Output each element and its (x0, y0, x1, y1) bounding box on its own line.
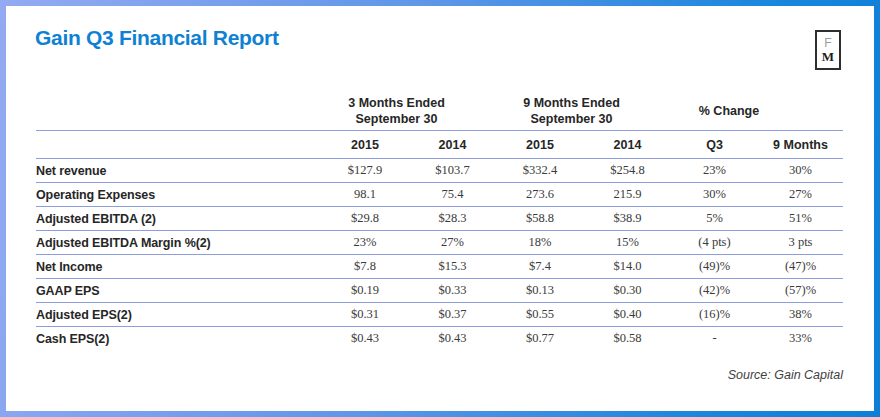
col-group-9-months-line2: September 30 (496, 111, 647, 127)
cell-value: 23% (321, 235, 409, 250)
cell-value: 75.4 (409, 187, 496, 202)
page-title: Gain Q3 Financial Report (35, 26, 279, 50)
column-header-2014-9mo: 2014 (584, 138, 671, 152)
cell-value: 51% (758, 211, 843, 226)
cell-value: $28.3 (409, 211, 496, 226)
cell-value: $0.55 (496, 307, 584, 322)
cell-value: 215.9 (584, 187, 671, 202)
cell-value: - (671, 331, 758, 346)
cell-value: $15.3 (409, 259, 496, 274)
cell-value: $58.8 (496, 211, 584, 226)
cell-value: 30% (758, 163, 843, 178)
col-group-3-months-line2: September 30 (321, 111, 472, 127)
cell-value: 98.1 (321, 187, 409, 202)
report-page: Gain Q3 Financial Report F M 3 Months En… (6, 6, 874, 411)
cell-value: $0.13 (496, 283, 584, 298)
fm-logo-letter-f: F (824, 37, 831, 49)
cell-value: 27% (409, 235, 496, 250)
table-row-cash-eps: Cash EPS(2) $0.43 $0.43 $0.77 $0.58 - 33… (36, 327, 843, 350)
row-label: Operating Expenses (36, 188, 321, 202)
column-header-2014-q3: 2014 (409, 138, 496, 152)
cell-value: $332.4 (496, 163, 584, 178)
cell-value: 27% (758, 187, 843, 202)
cell-value: $38.9 (584, 211, 671, 226)
cell-value: 38% (758, 307, 843, 322)
table-row-adjusted-ebitda: Adjusted EBITDA (2) $29.8 $28.3 $58.8 $3… (36, 207, 843, 231)
row-label: Adjusted EBITDA Margin %(2) (36, 236, 321, 250)
cell-value: $127.9 (321, 163, 409, 178)
row-label: Net Income (36, 260, 321, 274)
cell-value: (16)% (671, 307, 758, 322)
cell-value: $14.0 (584, 259, 671, 274)
cell-value: $0.77 (496, 331, 584, 346)
col-group-9-months: 9 Months Ended September 30 (496, 95, 671, 128)
cell-value: 273.6 (496, 187, 584, 202)
cell-value: (47)% (758, 259, 843, 274)
fm-logo: F M (815, 30, 841, 70)
cell-value: $7.4 (496, 259, 584, 274)
cell-value: (57)% (758, 283, 843, 298)
cell-value: $0.19 (321, 283, 409, 298)
table-row-net-revenue: Net revenue $127.9 $103.7 $332.4 $254.8 … (36, 159, 843, 183)
cell-value: $0.43 (409, 331, 496, 346)
col-group-pct-change: % Change (671, 103, 843, 119)
cell-value: (42)% (671, 283, 758, 298)
row-label: Adjusted EPS(2) (36, 308, 321, 322)
cell-value: $254.8 (584, 163, 671, 178)
row-label: Adjusted EBITDA (2) (36, 212, 321, 226)
column-header-q3-change: Q3 (671, 138, 758, 152)
cell-value: (49)% (671, 259, 758, 274)
row-label: GAAP EPS (36, 284, 321, 298)
row-label: Net revenue (36, 164, 321, 178)
table-row-gaap-eps: GAAP EPS $0.19 $0.33 $0.13 $0.30 (42)% (… (36, 279, 843, 303)
fm-logo-letter-m: M (822, 50, 834, 63)
cell-value: $0.43 (321, 331, 409, 346)
cell-value: (4 pts) (671, 235, 758, 250)
cell-value: 18% (496, 235, 584, 250)
col-group-9-months-line1: 9 Months Ended (496, 95, 647, 111)
column-header-2015-9mo: 2015 (496, 138, 584, 152)
cell-value: 15% (584, 235, 671, 250)
col-group-3-months-line1: 3 Months Ended (321, 95, 472, 111)
cell-value: 23% (671, 163, 758, 178)
col-group-pct-change-line1: % Change (671, 103, 787, 119)
cell-value: $7.8 (321, 259, 409, 274)
column-header-9months-change: 9 Months (758, 138, 843, 152)
cell-value: $0.30 (584, 283, 671, 298)
cell-value: $103.7 (409, 163, 496, 178)
cell-value: $0.31 (321, 307, 409, 322)
cell-value: 3 pts (758, 235, 843, 250)
cell-value: $0.37 (409, 307, 496, 322)
table-row-adjusted-eps: Adjusted EPS(2) $0.31 $0.37 $0.55 $0.40 … (36, 303, 843, 327)
cell-value: $29.8 (321, 211, 409, 226)
cell-value: 33% (758, 331, 843, 346)
column-header-2015-q3: 2015 (321, 138, 409, 152)
report-card: Gain Q3 Financial Report F M 3 Months En… (0, 0, 880, 417)
cell-value: 5% (671, 211, 758, 226)
table-row-net-income: Net Income $7.8 $15.3 $7.4 $14.0 (49)% (… (36, 255, 843, 279)
column-header-row: 2015 2014 2015 2014 Q3 9 Months (36, 131, 843, 159)
table-row-adjusted-ebitda-margin: Adjusted EBITDA Margin %(2) 23% 27% 18% … (36, 231, 843, 255)
col-group-3-months: 3 Months Ended September 30 (321, 95, 496, 128)
cell-value: 30% (671, 187, 758, 202)
table-row-operating-expenses: Operating Expenses 98.1 75.4 273.6 215.9… (36, 183, 843, 207)
cell-value: $0.33 (409, 283, 496, 298)
source-note: Source: Gain Capital (728, 368, 843, 382)
column-group-header-row: 3 Months Ended September 30 9 Months End… (36, 92, 843, 131)
cell-value: $0.40 (584, 307, 671, 322)
row-label: Cash EPS(2) (36, 332, 321, 346)
financial-table: 3 Months Ended September 30 9 Months End… (36, 92, 843, 350)
cell-value: $0.58 (584, 331, 671, 346)
